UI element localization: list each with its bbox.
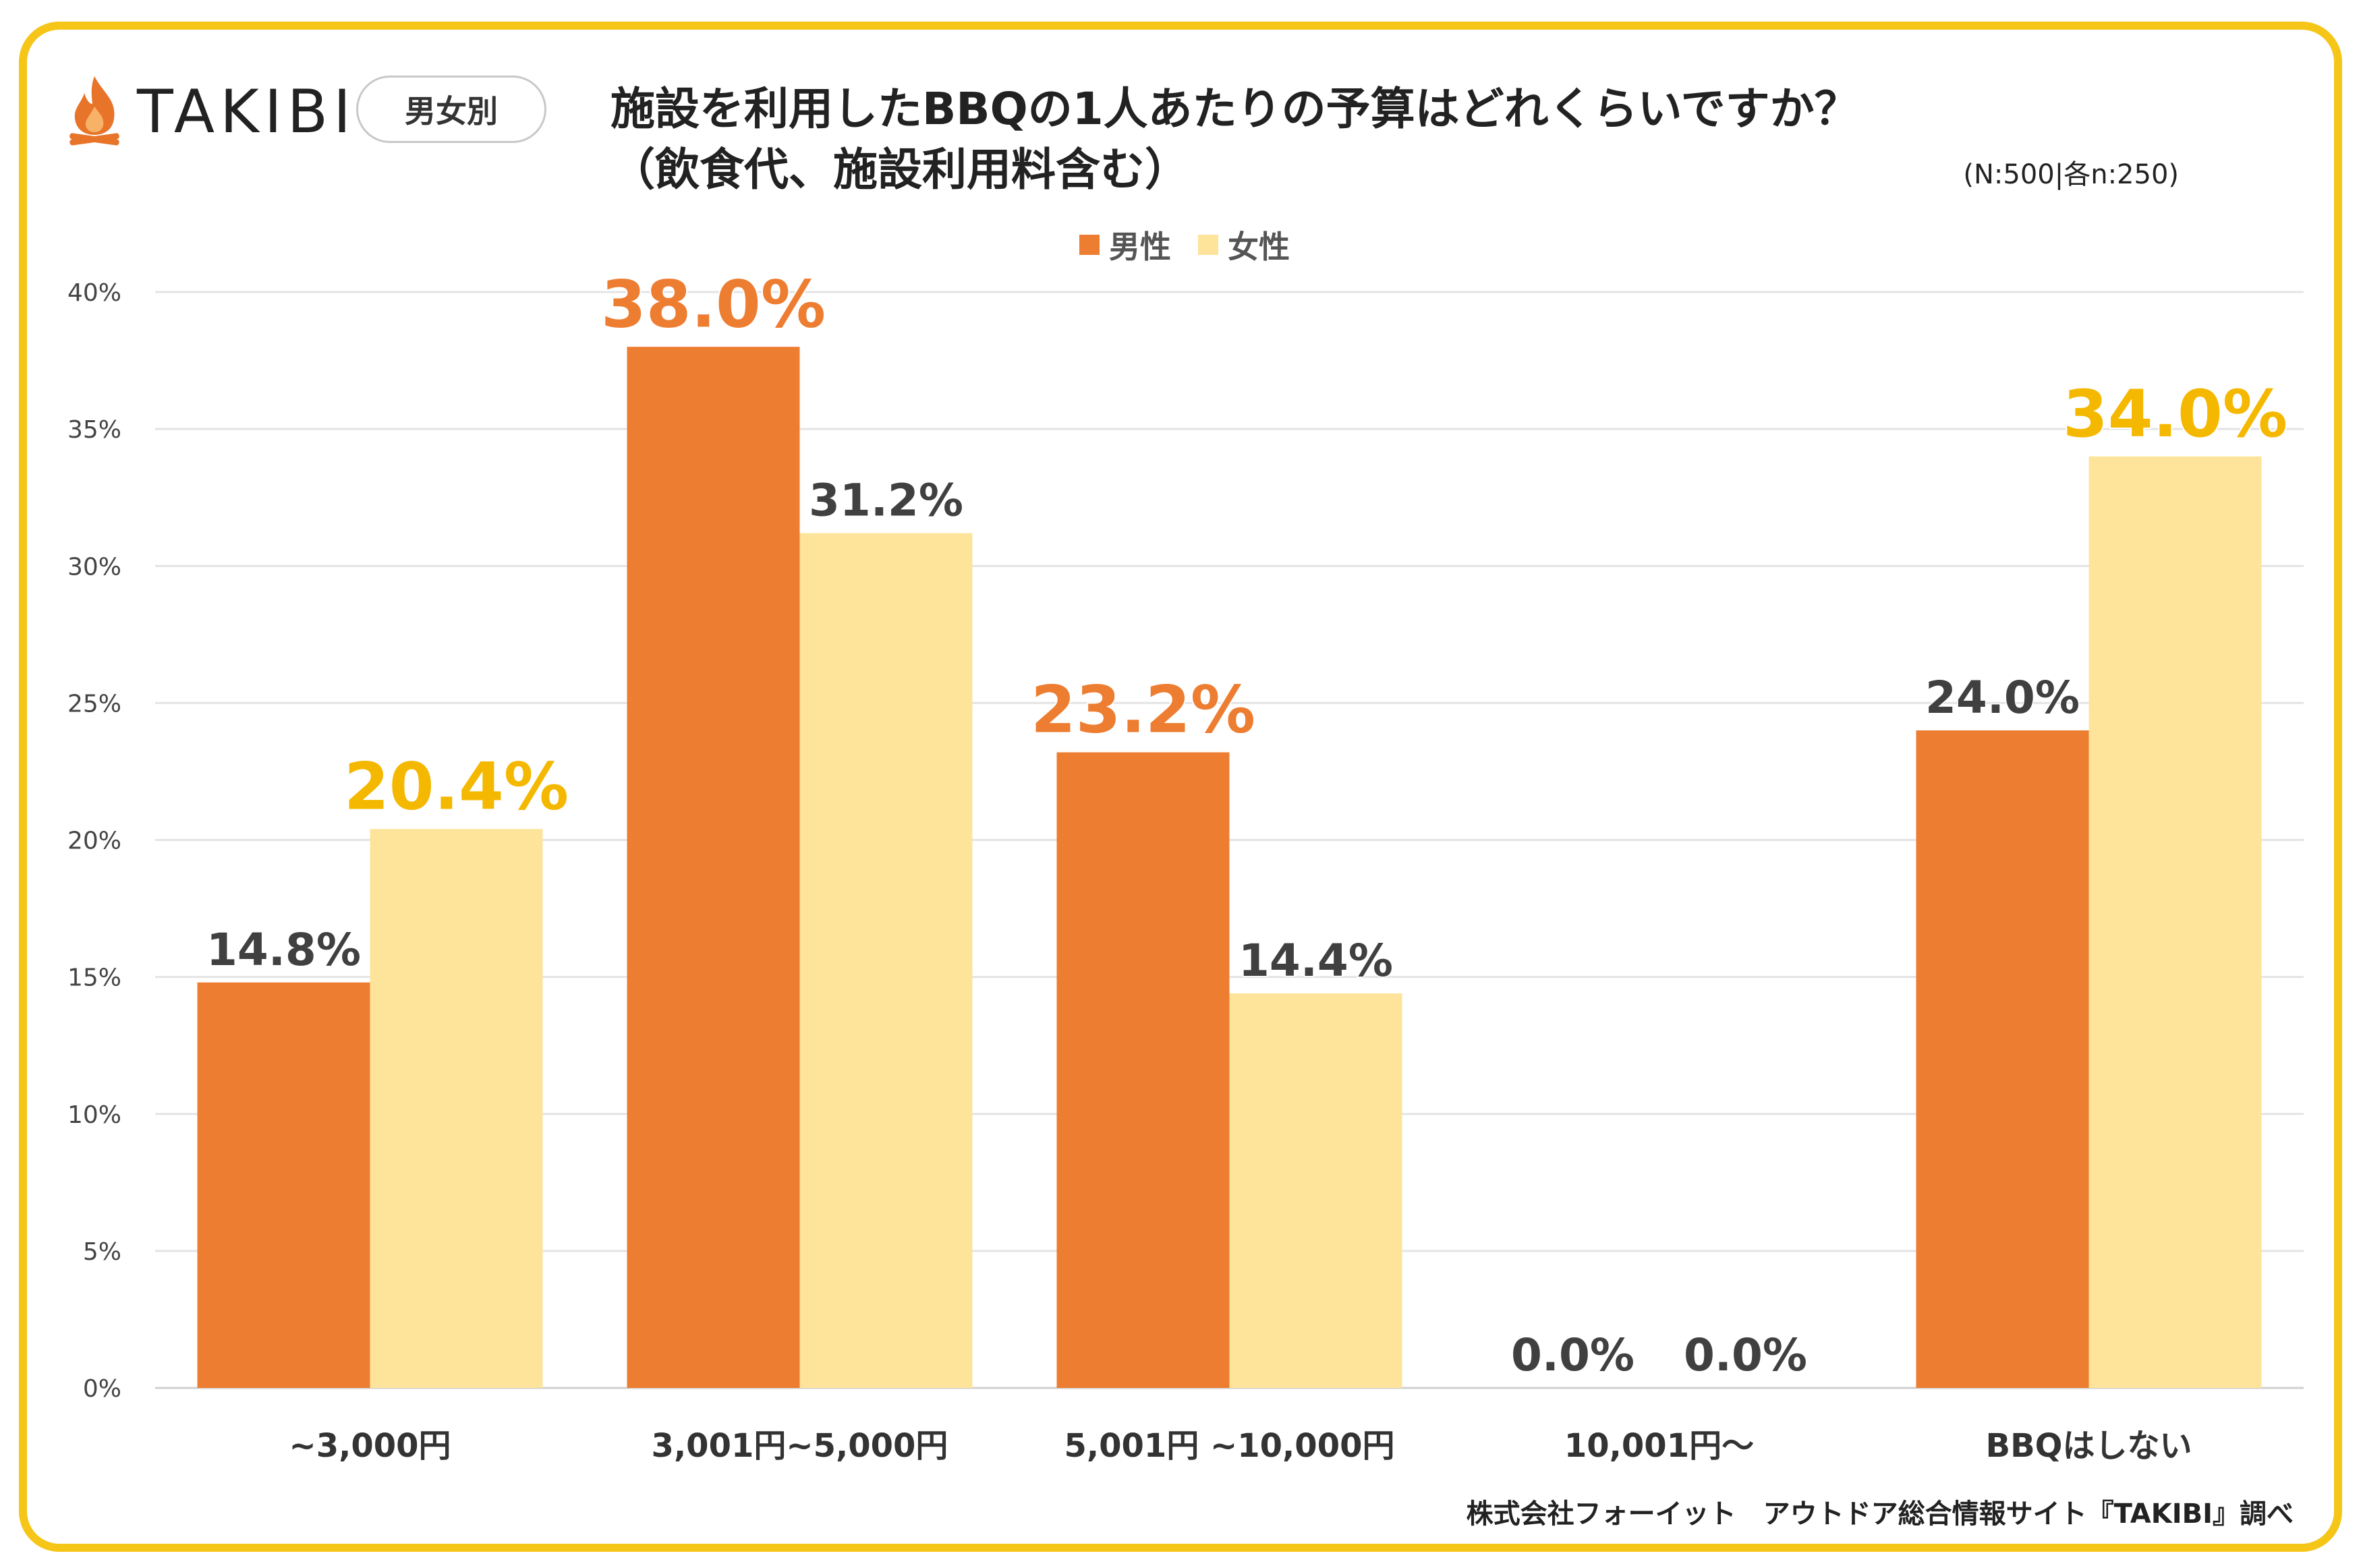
chart-title-line1: 施設を利用したBBQの1人あたりの予算はどれくらいですか？ — [610, 83, 1859, 135]
legend-swatch-male — [1079, 235, 1100, 255]
bar-male — [197, 982, 370, 1388]
x-category-label: 3,001円~5,000円 — [652, 1427, 948, 1465]
bar-female — [370, 829, 543, 1388]
chart-title-line2: （飲食代、施設利用料含む） — [610, 144, 1189, 196]
y-tick-label: 10% — [67, 1101, 121, 1129]
x-category-label: BBQはしない — [1986, 1427, 2192, 1465]
bar-female — [2088, 456, 2262, 1388]
legend-label-female: 女性 — [1228, 229, 1290, 265]
segment-badge: 男女別 — [356, 76, 546, 143]
bar-female — [1229, 993, 1402, 1388]
y-tick-label: 20% — [67, 827, 121, 855]
x-category-label: ~3,000円 — [289, 1427, 451, 1465]
y-tick-label: 15% — [67, 964, 121, 992]
data-label-female: 0.0% — [1684, 1329, 1807, 1381]
data-label-male: 0.0% — [1511, 1329, 1634, 1381]
legend-item-female: 女性 — [1198, 223, 1290, 267]
data-label-female: 20.4% — [344, 749, 569, 824]
data-label-male: 38.0% — [601, 266, 826, 342]
legend-swatch-female — [1198, 235, 1218, 255]
data-label-male: 24.0% — [1925, 672, 2080, 724]
y-tick-label: 40% — [67, 279, 121, 307]
data-label-male: 23.2% — [1031, 672, 1255, 748]
y-tick-label: 35% — [67, 416, 121, 444]
legend-item-male: 男性 — [1079, 223, 1171, 267]
chart-legend: 男性 女性 — [1079, 223, 1317, 267]
brand-logo: TAKIBI — [64, 74, 356, 148]
source-footer: 株式会社フォーイット アウトドア総合情報サイト『TAKIBI』調べ — [1466, 1499, 2294, 1530]
bar-male — [627, 347, 800, 1388]
data-label-female: 31.2% — [809, 475, 963, 527]
x-category-label: 10,001円～ — [1564, 1427, 1754, 1465]
data-label-female: 14.4% — [1239, 935, 1393, 987]
bar-female — [799, 533, 973, 1388]
y-tick-label: 30% — [67, 553, 121, 581]
data-label-male: 14.8% — [206, 924, 361, 976]
bar-male — [1056, 752, 1230, 1388]
legend-label-male: 男性 — [1109, 229, 1171, 265]
y-tick-label: 0% — [83, 1375, 121, 1403]
flame-icon — [64, 73, 125, 150]
y-tick-label: 5% — [83, 1238, 121, 1266]
brand-name: TAKIBI — [137, 76, 357, 146]
bar-male — [1916, 730, 2089, 1388]
sample-size-note: (N:500|各n:250) — [1963, 159, 2179, 190]
y-tick-label: 25% — [67, 690, 121, 718]
data-label-female: 34.0% — [2063, 376, 2287, 452]
x-category-label: 5,001円 ~10,000円 — [1064, 1427, 1395, 1465]
